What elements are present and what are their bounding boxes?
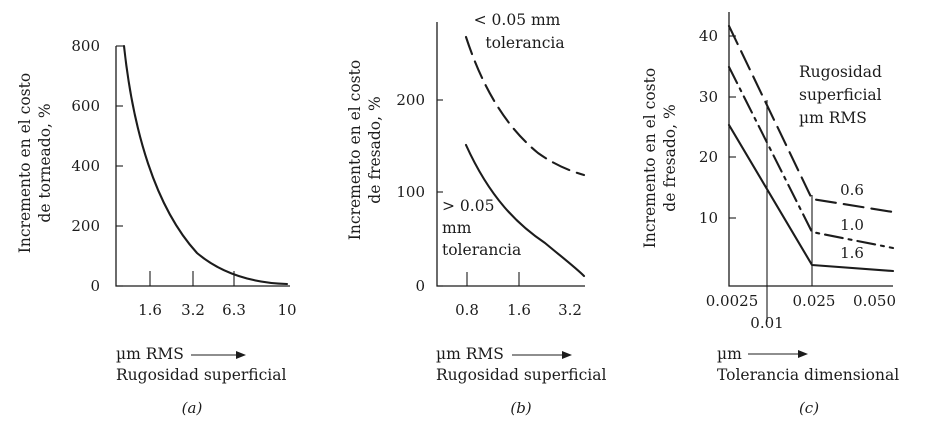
chart-c-series-label-1-0: 1.0	[840, 216, 864, 234]
chart-a-series-cost-curve	[122, 44, 289, 286]
chart-a-xtick-label-10: 10	[277, 301, 296, 319]
chart-a-ytick-label-200: 200	[71, 217, 100, 235]
chart-b-ytick-label-0: 0	[415, 277, 425, 295]
chart-c-legend-title-3: µm RMS	[799, 109, 867, 127]
chart-a-ytick-label-800: 800	[71, 37, 100, 55]
chart-a-ylabel-1: Incremento en el costo	[16, 73, 34, 253]
chart-b-ytick-label-200: 200	[396, 91, 425, 109]
chart-c-xlabel-arrow	[748, 350, 808, 358]
chart-c-ylabel-1: Incremento en el costo	[641, 68, 659, 248]
chart-c-ylabel-2: de fresado, %	[661, 104, 679, 211]
chart-a: Incremento en el costo de torneado, % 0 …	[16, 37, 297, 417]
chart-c: Incremento en el costo de fresado, % 10 …	[641, 12, 899, 417]
chart-a-xtick-label-6-3: 6.3	[222, 301, 246, 319]
chart-b-label-tight-2: tolerancia	[485, 34, 564, 52]
chart-b-label-loose-2: mm	[442, 219, 472, 237]
chart-c-xlabel-1: µm	[717, 345, 742, 363]
chart-a-axes	[115, 46, 290, 287]
chart-a-ylabel-2: de torneado, %	[36, 103, 54, 222]
chart-a-xtick-label-1-6: 1.6	[138, 301, 162, 319]
chart-c-ytick-label-20: 20	[699, 148, 718, 166]
chart-c-caption: (c)	[799, 399, 819, 417]
chart-a-xlabel-1: µm RMS	[116, 345, 184, 363]
chart-b-ylabel-2: de fresado, %	[366, 96, 384, 203]
chart-a-ytick-label-400: 400	[71, 157, 100, 175]
chart-c-legend-title-2: superficial	[799, 86, 882, 104]
chart-c-xtick-label-0-01: 0.01	[750, 314, 783, 332]
chart-b-label-loose-3: tolerancia	[442, 241, 521, 259]
chart-b-xlabel-arrow	[512, 351, 572, 359]
chart-b-series-tight-tolerance	[464, 35, 586, 177]
chart-c-series-1-6	[727, 123, 895, 273]
chart-b-ylabel-1: Incremento en el costo	[346, 60, 364, 240]
chart-a-ytick-label-0: 0	[90, 277, 100, 295]
chart-b-xtick-label-3-2: 3.2	[558, 301, 582, 319]
chart-a-ytick-label-600: 600	[71, 97, 100, 115]
chart-b: Incremento en el costo de fresado, % 0 1…	[346, 11, 606, 417]
chart-b-caption: (b)	[510, 399, 531, 417]
chart-c-xtick-label-0-0025: 0.0025	[706, 292, 759, 310]
chart-c-legend-title-1: Rugosidad	[799, 63, 882, 81]
chart-a-caption: (a)	[182, 399, 203, 417]
chart-b-series-loose-tolerance	[464, 143, 586, 278]
chart-b-label-loose-1: > 0.05	[442, 197, 494, 215]
chart-c-series-label-0-6: 0.6	[840, 181, 864, 199]
chart-a-xtick-label-3-2: 3.2	[181, 301, 205, 319]
chart-a-xlabel-arrow	[191, 351, 246, 359]
chart-c-xtick-label-0-050: 0.050	[853, 292, 896, 310]
chart-c-ytick-label-40: 40	[699, 27, 718, 45]
chart-c-ytick-label-10: 10	[699, 209, 718, 227]
chart-b-ytick-label-100: 100	[396, 183, 425, 201]
chart-c-xtick-label-0-025: 0.025	[793, 292, 836, 310]
chart-c-xlabel-2: Tolerancia dimensional	[717, 366, 899, 384]
chart-b-xlabel-2: Rugosidad superficial	[436, 366, 606, 384]
chart-b-xlabel-1: µm RMS	[436, 345, 504, 363]
chart-c-series-1-0	[727, 65, 895, 250]
chart-c-series-0-6	[727, 24, 895, 214]
chart-c-axes	[728, 12, 893, 287]
chart-c-ytick-label-30: 30	[699, 88, 718, 106]
chart-b-xtick-label-0-8: 0.8	[455, 301, 479, 319]
chart-c-series-label-1-6: 1.6	[840, 244, 864, 262]
chart-b-label-tight-1: < 0.05 mm	[474, 11, 561, 29]
chart-a-xlabel-2: Rugosidad superficial	[116, 366, 286, 384]
chart-b-xtick-label-1-6: 1.6	[507, 301, 531, 319]
